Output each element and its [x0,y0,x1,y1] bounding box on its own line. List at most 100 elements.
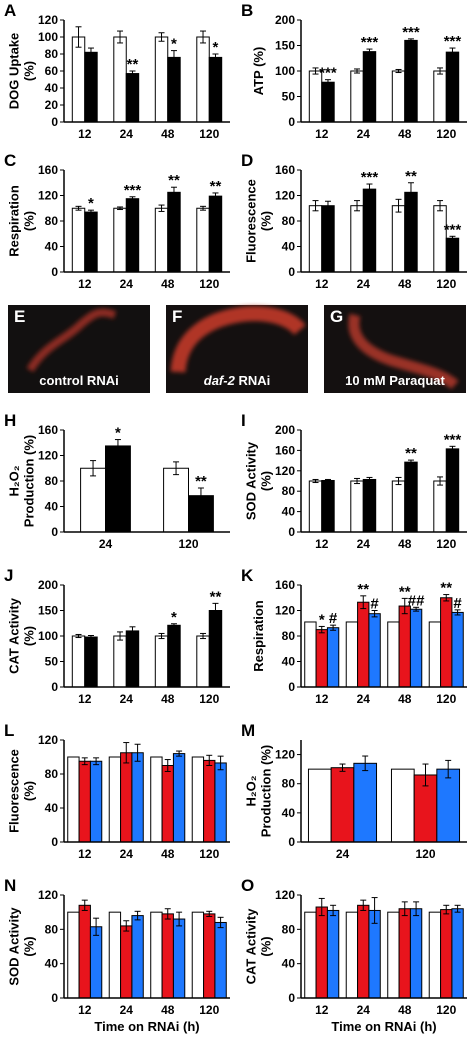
bar [208,610,223,688]
bar [308,480,323,533]
panel-letter: L [4,721,14,740]
y-axis-label: Respiration [7,185,22,257]
bar [167,191,181,273]
significance-label: * [88,195,94,212]
bar [167,624,181,688]
bar [108,756,122,843]
y-tick-label: 120 [275,464,295,478]
y-tick-label: 0 [51,525,58,539]
y-tick-label: 0 [288,265,295,279]
bar [131,752,144,843]
bar [353,762,378,843]
y-tick-label: 0 [51,835,58,849]
error-bar [129,70,136,77]
bar [71,36,86,123]
error-bar [176,911,183,927]
error-bar [407,459,414,465]
x-tick-label: 24 [357,277,371,291]
error-bar [81,757,88,766]
error-bar [134,910,141,921]
x-tick-label: 120 [199,127,219,141]
bar [321,205,335,273]
bar [113,635,127,688]
significance-label: ## [408,592,425,609]
significance-label: ** [168,172,180,189]
micrograph [8,305,150,393]
error-bar [75,26,82,48]
panel-letter: A [4,1,16,20]
significance-label: * [319,611,325,628]
y-tick-label: 50 [282,90,296,104]
y-tick-label: 40 [282,806,296,820]
bar [203,759,216,843]
bar [404,461,418,533]
error-bar [366,476,373,483]
x-tick-label: 12 [315,537,329,551]
x-tick-label: 120 [199,847,219,861]
y-tick-label: 80 [282,777,296,791]
significance-label: ** [357,581,369,598]
y-tick-label: 160 [38,163,58,177]
x-tick-label: 120 [199,277,219,291]
bar [196,36,210,123]
x-tick-label: 24 [357,537,371,551]
y-axis-label: (%) [22,61,37,81]
bar [350,480,364,533]
bar [321,479,335,533]
bar [436,768,461,843]
error-bar [217,755,224,771]
y-tick-label: 120 [38,733,58,747]
caption: 10 mM Paraquat [345,373,445,388]
error-bar [158,204,165,212]
image-panel: G 10 mM Paraquat [324,305,466,393]
x-tick-label: 12 [315,127,329,141]
y-axis-label: (%) [259,211,274,231]
y-tick-label: 40 [282,240,296,254]
y-tick-label: 160 [275,163,295,177]
x-axis-label: Time on RNAi (h) [94,1019,199,1034]
y-axis-label: (%) [22,781,37,801]
y-tick-label: 20 [45,98,59,112]
error-bar [197,487,204,504]
x-tick-label: 12 [78,692,92,706]
bar [362,188,377,273]
error-bar [362,755,369,772]
bar [108,911,122,999]
y-tick-label: 40 [282,505,296,519]
bar [428,621,442,688]
bar [120,925,133,999]
y-tick-label: 0 [288,680,295,694]
error-bar [354,477,361,485]
y-tick-label: 40 [282,957,296,971]
y-tick-label: 80 [45,922,59,936]
error-bar [395,476,402,486]
bar [362,478,377,533]
x-tick-label: 24 [357,1003,371,1017]
bar [214,762,227,843]
error-bar [212,192,219,200]
error-bar [312,67,319,75]
y-tick-label: 80 [45,47,59,61]
y-axis-label: (%) [22,211,37,231]
bar [326,909,340,999]
bar [391,70,406,123]
x-tick-label: 24 [120,692,134,706]
y-tick-label: 100 [38,629,58,643]
y-axis-label: Production (%) [259,745,274,837]
y-tick-label: 40 [45,240,59,254]
bar [445,448,460,533]
y-tick-label: 80 [282,484,296,498]
significance-label: *** [444,431,462,448]
y-tick-label: 40 [45,957,59,971]
x-tick-label: 120 [436,537,456,551]
x-axis-label: Time on RNAi (h) [331,1019,436,1034]
y-tick-label: 40 [45,81,59,95]
bar [433,70,447,123]
bar [362,51,377,123]
y-axis-label: H₂O₂ [7,465,22,496]
x-tick-label: 24 [99,537,113,551]
bar [304,911,317,999]
error-bar [401,901,408,917]
error-bar [87,209,94,215]
